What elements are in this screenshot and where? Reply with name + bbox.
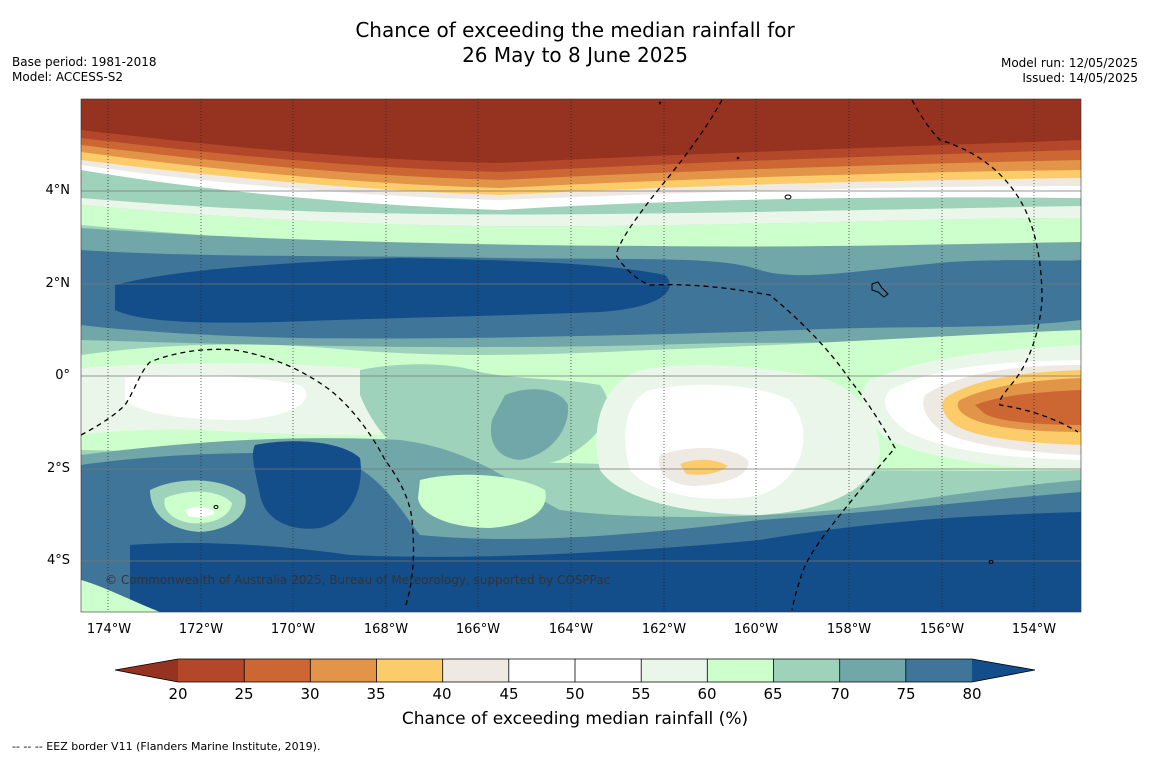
colorbar-segment	[905, 659, 972, 682]
colorbar-tick: 50	[565, 685, 585, 703]
lon-label: 172°W	[178, 622, 224, 637]
probability-field	[81, 99, 1081, 612]
base-period-label: Base period: 1981-2018	[12, 55, 157, 69]
colorbar-tick: 25	[234, 685, 254, 703]
colorbar	[114, 658, 1036, 683]
colorbar-tick: 60	[697, 685, 717, 703]
eez-border-lines	[81, 99, 1079, 611]
model-label: Model: ACCESS-S2	[12, 70, 124, 84]
map-latitude-lines	[81, 190, 1081, 562]
lon-label: 162°W	[641, 622, 687, 637]
colorbar-segment	[178, 659, 245, 682]
lon-label: 156°W	[919, 622, 965, 637]
issued-label: Issued: 14/05/2025	[1022, 71, 1138, 85]
colorbar-tick: 80	[962, 685, 982, 703]
colorbar-label: Chance of exceeding median rainfall (%)	[401, 709, 749, 729]
lon-label: 154°W	[1011, 622, 1057, 637]
map-title-line1: Chance of exceeding the median rainfall …	[355, 18, 795, 42]
map-title: Chance of exceeding the median rainfall …	[0, 18, 1150, 68]
lat-label: 4°S	[46, 553, 70, 568]
lon-label: 158°W	[826, 622, 872, 637]
colorbar-extend-low	[115, 659, 178, 682]
lon-label: 160°W	[733, 622, 779, 637]
island-outlines	[213, 101, 994, 564]
colorbar-tick: 35	[366, 685, 386, 703]
lat-label: 2°N	[45, 276, 71, 291]
colorbar-tick: 65	[763, 685, 783, 703]
map-frame	[80, 98, 1082, 613]
map-title-line2: 26 May to 8 June 2025	[462, 43, 688, 67]
lon-label: 170°W	[270, 622, 316, 637]
colorbar-tick: 70	[830, 685, 850, 703]
copyright-notice: © Commonwealth of Australia 2025, Bureau…	[105, 573, 611, 587]
colorbar-tick: 55	[631, 685, 651, 703]
lon-label: 168°W	[363, 622, 409, 637]
colorbar-tick: 30	[300, 685, 320, 703]
colorbar-tick: 75	[896, 685, 916, 703]
colorbar-segment	[244, 659, 311, 682]
lon-label: 164°W	[548, 622, 594, 637]
colorbar-segment	[575, 659, 642, 682]
colorbar-tick: 20	[168, 685, 188, 703]
colorbar-tick: 45	[499, 685, 519, 703]
colorbar-segment	[839, 659, 906, 682]
lat-label: 4°N	[45, 183, 71, 198]
model-run-label: Model run: 12/05/2025	[1000, 56, 1138, 70]
colorbar-segment	[641, 659, 708, 682]
colorbar-tick: 40	[432, 685, 452, 703]
lat-label: 2°S	[46, 461, 70, 476]
colorbar-segment	[508, 659, 575, 682]
colorbar-segment	[442, 659, 509, 682]
colorbar-segment	[376, 659, 443, 682]
eez-legend-note: -- -- -- EEZ border V11 (Flanders Marine…	[12, 740, 321, 753]
lat-label: 0°	[55, 368, 70, 383]
lon-label: 166°W	[455, 622, 501, 637]
lon-label: 174°W	[86, 622, 132, 637]
colorbar-segment	[310, 659, 377, 682]
colorbar-segment	[773, 659, 840, 682]
colorbar-segment	[707, 659, 774, 682]
colorbar-extend-high	[972, 659, 1035, 682]
